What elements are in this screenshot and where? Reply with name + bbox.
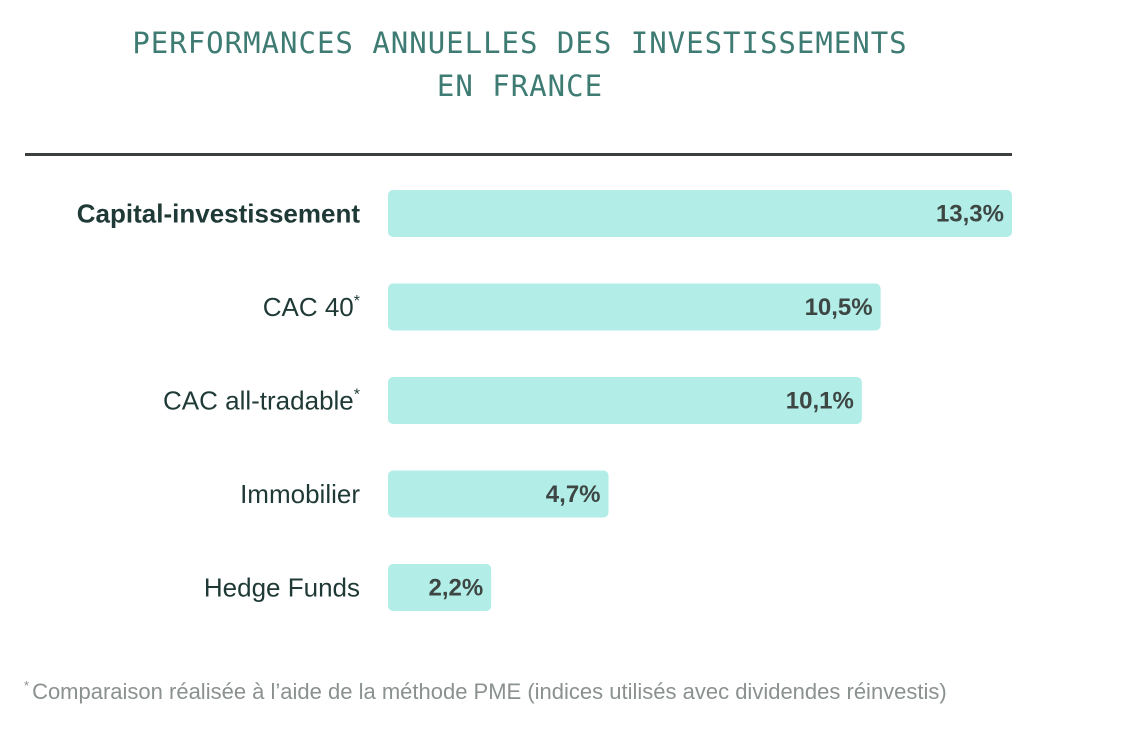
chart-title: PERFORMANCES ANNUELLES DES INVESTISSEMEN… bbox=[30, 22, 1010, 108]
footnote: * Comparaison réalisée à l’aide de la mét… bbox=[24, 678, 947, 705]
category-label-0: Capital-investissement bbox=[77, 199, 361, 229]
value-label-4: 2,2% bbox=[429, 575, 484, 602]
bar-3 bbox=[388, 470, 609, 518]
bar-1 bbox=[388, 283, 881, 331]
value-label-2: 10,1% bbox=[786, 388, 854, 415]
bar-chart: Capital-investissement 13,3% CAC 40* 10,5% C… bbox=[77, 190, 1012, 611]
chart-title-line-1: PERFORMANCES ANNUELLES DES INVESTISSEMEN… bbox=[132, 26, 908, 60]
title-divider bbox=[25, 153, 1012, 156]
bar-0 bbox=[388, 190, 1012, 237]
footnote-text: Comparaison réalisée à l’aide de la méth… bbox=[32, 679, 947, 704]
value-label-1: 10,5% bbox=[805, 294, 873, 321]
bar-2 bbox=[388, 377, 862, 424]
chart-title-line-2: EN FRANCE bbox=[436, 69, 604, 103]
category-label-2: CAC all-tradable* bbox=[163, 386, 360, 416]
value-label-0: 13,3% bbox=[936, 201, 1004, 228]
bar-4 bbox=[388, 564, 492, 611]
category-label-4: Hedge Funds bbox=[204, 573, 360, 603]
footnote-marker: * bbox=[24, 678, 30, 693]
category-label-1: CAC 40* bbox=[263, 292, 360, 322]
value-label-3: 4,7% bbox=[546, 481, 601, 508]
category-label-3: Immobilier bbox=[240, 479, 360, 509]
